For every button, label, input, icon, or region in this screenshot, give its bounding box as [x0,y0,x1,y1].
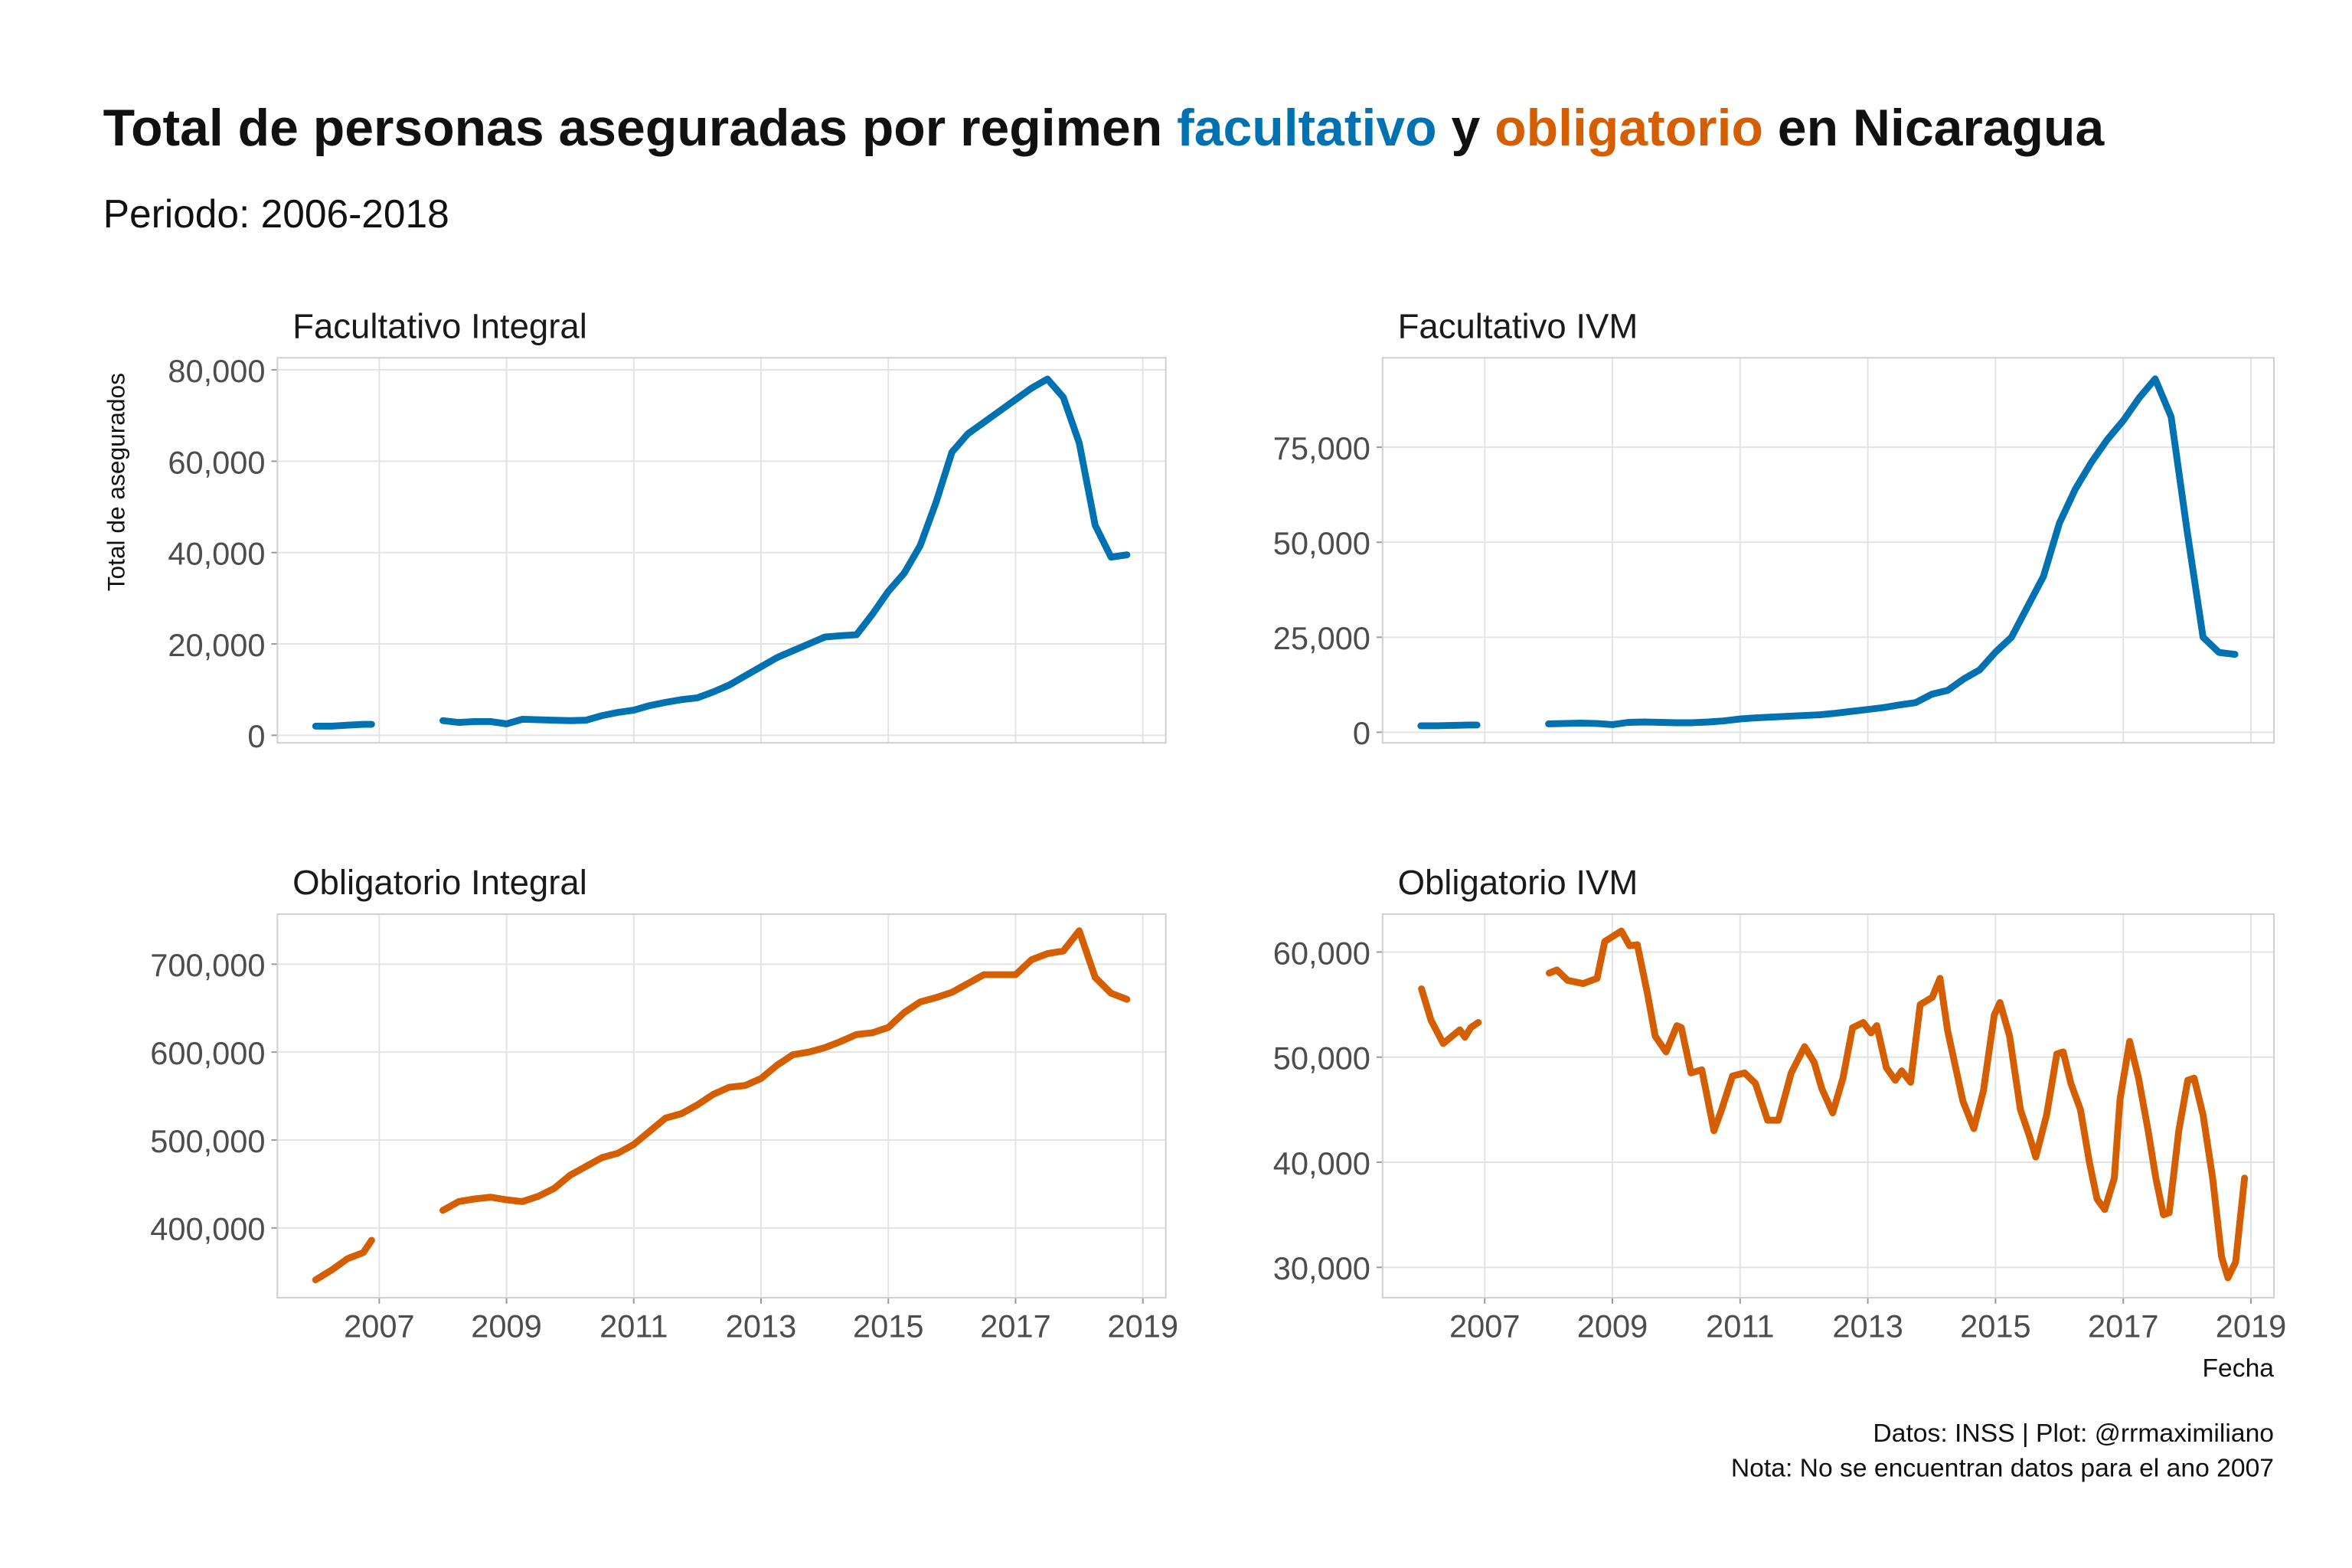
caption: Datos: INSS | Plot: @rrmaximiliano [1873,1419,2274,1448]
x-tick-label: 2011 [1706,1308,1774,1344]
y-tick-label: 400,000 [150,1211,265,1247]
x-tick-label: 2007 [344,1308,414,1344]
title-part: obligatorio [1494,100,1763,157]
series-line [1418,927,2249,1282]
y-tick-label: 0 [247,718,265,754]
x-tick-label: 2015 [853,1308,924,1344]
panel-border [276,357,1167,744]
y-tick-label: 20,000 [168,627,265,663]
series-line [312,375,1131,730]
x-tick-label: 2009 [1577,1308,1648,1344]
y-tick-label: 700,000 [150,947,265,983]
x-tick-label: 2007 [1449,1308,1521,1344]
x-tick-label: 2013 [1832,1308,1903,1344]
facet-title: Facultativo Integral [292,307,587,346]
series-line [312,927,1131,1284]
series-line [1417,375,2239,730]
facet-title: Obligatorio IVM [1398,863,1638,902]
x-axis-label: Fecha [2202,1354,2274,1383]
y-tick-label: 75,000 [1273,430,1370,466]
title-part: Total de personas aseguradas por regimen [103,100,1163,157]
x-tick-label: 2009 [471,1308,542,1344]
caption: Nota: No se encuentran datos para el ano… [1731,1455,2274,1483]
y-tick-label: 25,000 [1273,620,1370,656]
y-tick-label: 80,000 [168,353,265,389]
x-tick-label: 2015 [1960,1308,2031,1344]
y-tick-label: 60,000 [1273,935,1370,971]
y-tick-label: 30,000 [1273,1250,1370,1286]
y-tick-label: 40,000 [1273,1145,1370,1181]
x-tick-label: 2017 [980,1308,1051,1344]
panel-border [1381,913,2275,1298]
facet-title: Facultativo IVM [1398,307,1638,346]
title-part: facultativo [1177,100,1437,157]
panel-border [276,913,1167,1298]
x-tick-label: 2013 [726,1308,796,1344]
x-tick-label: 2017 [2088,1308,2158,1344]
y-tick-label: 600,000 [150,1035,265,1071]
subtitle: Periodo: 2006-2018 [103,191,449,236]
y-tick-label: 40,000 [168,536,265,572]
y-tick-label: 0 [1353,715,1370,751]
y-axis-label: Total de asegurados [102,373,129,591]
y-tick-label: 60,000 [168,444,265,480]
y-tick-label: 50,000 [1273,525,1370,561]
y-tick-label: 50,000 [1273,1040,1370,1076]
y-tick-label: 500,000 [150,1123,265,1159]
panel-border [1381,357,2275,744]
x-tick-label: 2011 [599,1308,668,1344]
chart-title: Total de personas aseguradas por regimen… [103,100,2105,157]
x-tick-label: 2019 [1107,1308,1178,1344]
facet-title: Obligatorio Integral [292,863,587,902]
title-part: y [1452,100,1481,157]
x-tick-label: 2019 [2216,1308,2287,1344]
title-part: en Nicaragua [1778,100,2105,157]
